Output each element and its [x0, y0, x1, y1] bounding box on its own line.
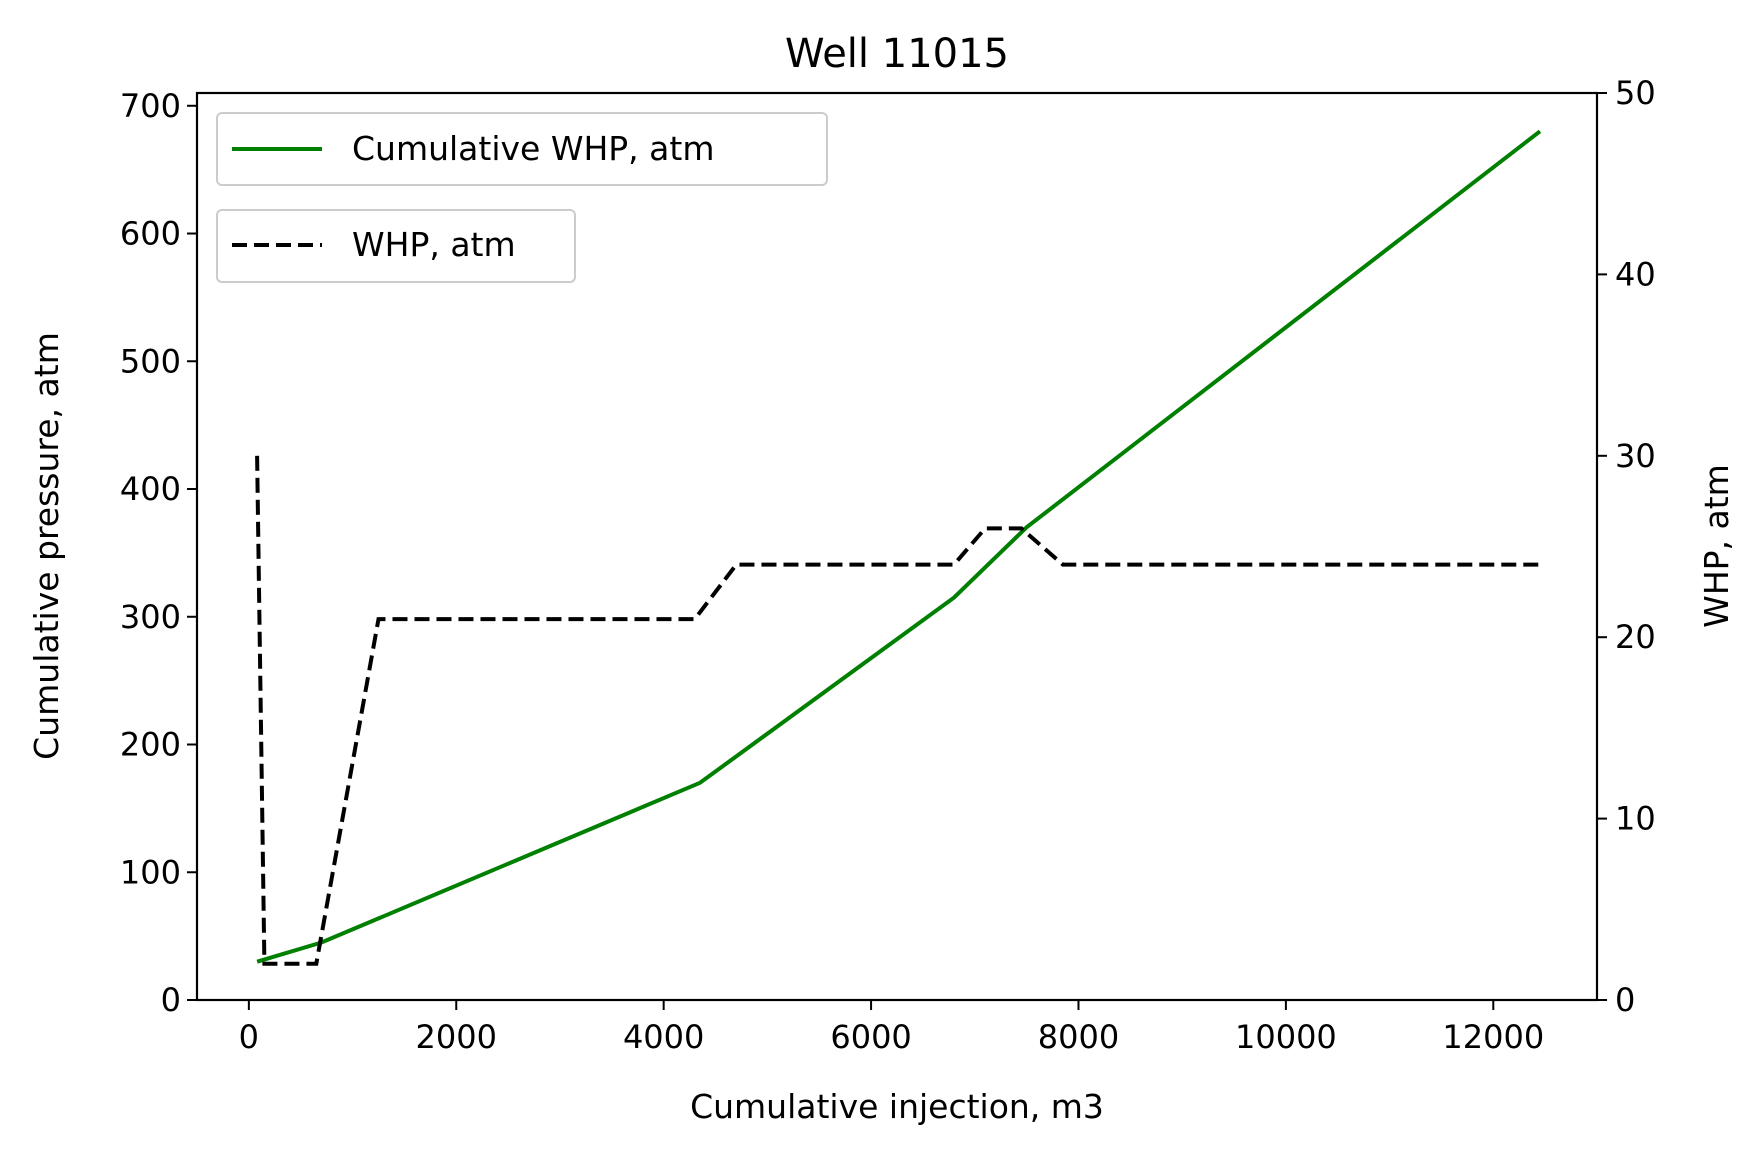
legend-label-cumulative-whp: Cumulative WHP, atm: [352, 129, 714, 168]
y-tick-label: 700: [120, 87, 181, 125]
y-tick-label: 0: [161, 981, 181, 1019]
plot-frame: [195, 91, 1599, 1002]
x-tick-label: 6000: [830, 1018, 911, 1056]
series-line-whp: [255, 455, 1540, 966]
y2-axis-label: WHP, atm: [1697, 464, 1736, 628]
x-tick-label: 10000: [1235, 1018, 1337, 1056]
y-tick-label: 200: [120, 726, 181, 764]
y2-tick-label: 10: [1615, 800, 1656, 838]
series-line-cumulative-whp: [256, 129, 1542, 964]
x-tick-label: 0: [239, 1018, 259, 1056]
x-tick-label: 12000: [1442, 1018, 1544, 1056]
legend-box: [216, 112, 828, 186]
legend-cumulative: Cumulative WHP, atm: [216, 112, 828, 186]
y2-tick-label: 30: [1615, 437, 1656, 475]
legend-whp: WHP, atm: [216, 209, 576, 283]
y-axis-right: 0 10 20 30 40 50: [1597, 74, 1656, 1019]
y2-tick-label: 40: [1615, 255, 1656, 293]
y2-tick-label: 50: [1615, 74, 1656, 112]
legend-box: [216, 209, 576, 283]
x-axis: 0 2000 4000 6000 8000 10000 12000: [239, 1000, 1544, 1056]
y2-tick-label: 20: [1615, 618, 1656, 656]
y-tick-label: 500: [120, 342, 181, 380]
x-tick-label: 2000: [416, 1018, 497, 1056]
y2-tick-label: 0: [1615, 981, 1635, 1019]
y-tick-label: 100: [120, 853, 181, 891]
y-tick-label: 400: [120, 470, 181, 508]
legend-label-whp: WHP, atm: [352, 225, 516, 264]
y-tick-label: 600: [120, 215, 181, 253]
y-axis-left: 0 100 200 300 400 500 600 700: [120, 87, 197, 1019]
y-tick-label: 300: [120, 598, 181, 636]
x-axis-label: Cumulative injection, m3: [690, 1087, 1104, 1126]
x-tick-label: 8000: [1038, 1018, 1119, 1056]
series-layer: [255, 129, 1542, 966]
y-axis-label: Cumulative pressure, atm: [27, 332, 66, 760]
chart-title: Well 11015: [785, 31, 1009, 77]
x-tick-label: 4000: [623, 1018, 704, 1056]
